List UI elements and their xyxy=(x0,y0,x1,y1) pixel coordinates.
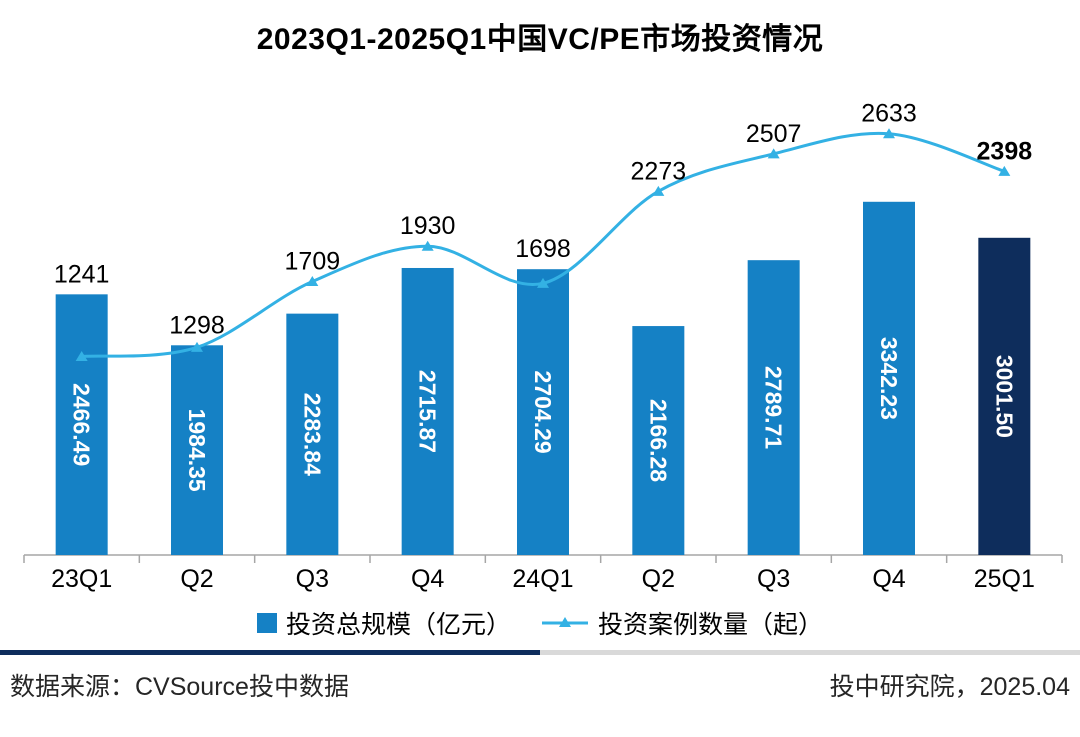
line-value-label: 1241 xyxy=(54,260,110,288)
bar-Q3 xyxy=(747,260,800,555)
footer: 数据来源：CVSource投中数据 投中研究院，2025.04 xyxy=(0,655,1080,703)
bar-value-label: 2704.29 xyxy=(530,371,556,454)
x-category-label: Q4 xyxy=(872,565,905,593)
x-category-label: Q4 xyxy=(411,565,444,593)
line-value-label: 2507 xyxy=(746,120,802,148)
x-category-label: Q2 xyxy=(180,565,213,593)
combo-chart: 2466.49 1984.35 2283.84 2715.87 2704.29 2166.… xyxy=(23,100,1063,593)
data-source-text: 数据来源：CVSource投中数据 xyxy=(10,673,349,701)
x-category-label: 25Q1 xyxy=(974,565,1035,593)
bar-value-label: 2715.87 xyxy=(415,370,441,453)
bar-value-label: 1984.35 xyxy=(184,409,210,492)
bar-25Q1 xyxy=(978,237,1031,555)
chart-title: 2023Q1-2025Q1中国VC/PE市场投资情况 xyxy=(256,23,824,56)
line-marker-icon xyxy=(998,165,1011,176)
legend: 投资总规模（亿元） 投资案例数量（起） xyxy=(0,600,1080,646)
line-series-label: 投资案例数量（起） xyxy=(598,611,824,639)
publisher-text: 投中研究院，2025.04 xyxy=(829,673,1070,701)
bar-Q2 xyxy=(632,326,685,555)
line-marker-icon xyxy=(421,240,434,251)
bar-Q2 xyxy=(171,345,223,555)
bar-value-label: 3001.50 xyxy=(991,355,1017,438)
bar-value-label: 2789.71 xyxy=(761,366,787,449)
x-category-label: 24Q1 xyxy=(512,565,573,593)
bar-series-label: 投资总规模（亿元） xyxy=(285,611,511,639)
line-marker-icon xyxy=(537,277,549,288)
x-category-label: Q2 xyxy=(642,565,675,593)
x-category-label: Q3 xyxy=(757,565,790,593)
bar-23Q1 xyxy=(55,294,108,555)
bar-value-label: 2283.84 xyxy=(299,393,325,476)
line-value-label: 1930 xyxy=(400,212,456,240)
line-value-label: 1698 xyxy=(515,235,571,263)
line-marker-icon xyxy=(191,341,203,352)
bar-Q3 xyxy=(286,313,339,555)
line-marker-icon xyxy=(883,128,895,139)
line-marker-icon xyxy=(306,276,319,287)
footer-divider xyxy=(0,650,1080,655)
bar-Q4 xyxy=(863,201,915,556)
x-category-label: Q3 xyxy=(296,565,329,593)
bar-24Q1 xyxy=(517,269,569,555)
bar-series-swatch-icon xyxy=(256,613,277,633)
line-marker-icon xyxy=(767,148,780,159)
line-value-label: 2273 xyxy=(631,157,687,185)
line-value-label: 1709 xyxy=(285,248,341,276)
bar-value-label: 2466.49 xyxy=(69,383,95,466)
line-value-label: 1298 xyxy=(169,311,225,339)
line-marker-icon xyxy=(75,350,88,361)
bar-value-label: 3342.23 xyxy=(876,337,902,420)
legend-item-line-series: 投资案例数量（起） xyxy=(541,605,823,641)
line-marker-icon xyxy=(652,185,665,196)
line-value-label: 2633 xyxy=(861,100,917,128)
x-category-label: 23Q1 xyxy=(51,565,112,593)
bar-value-label: 2166.28 xyxy=(645,399,671,482)
line-series-marker-icon xyxy=(542,617,588,627)
bar-Q4 xyxy=(401,267,454,555)
legend-item-bar-series: 投资总规模（亿元） xyxy=(256,605,511,641)
line-value-label: 2398 xyxy=(977,137,1033,165)
